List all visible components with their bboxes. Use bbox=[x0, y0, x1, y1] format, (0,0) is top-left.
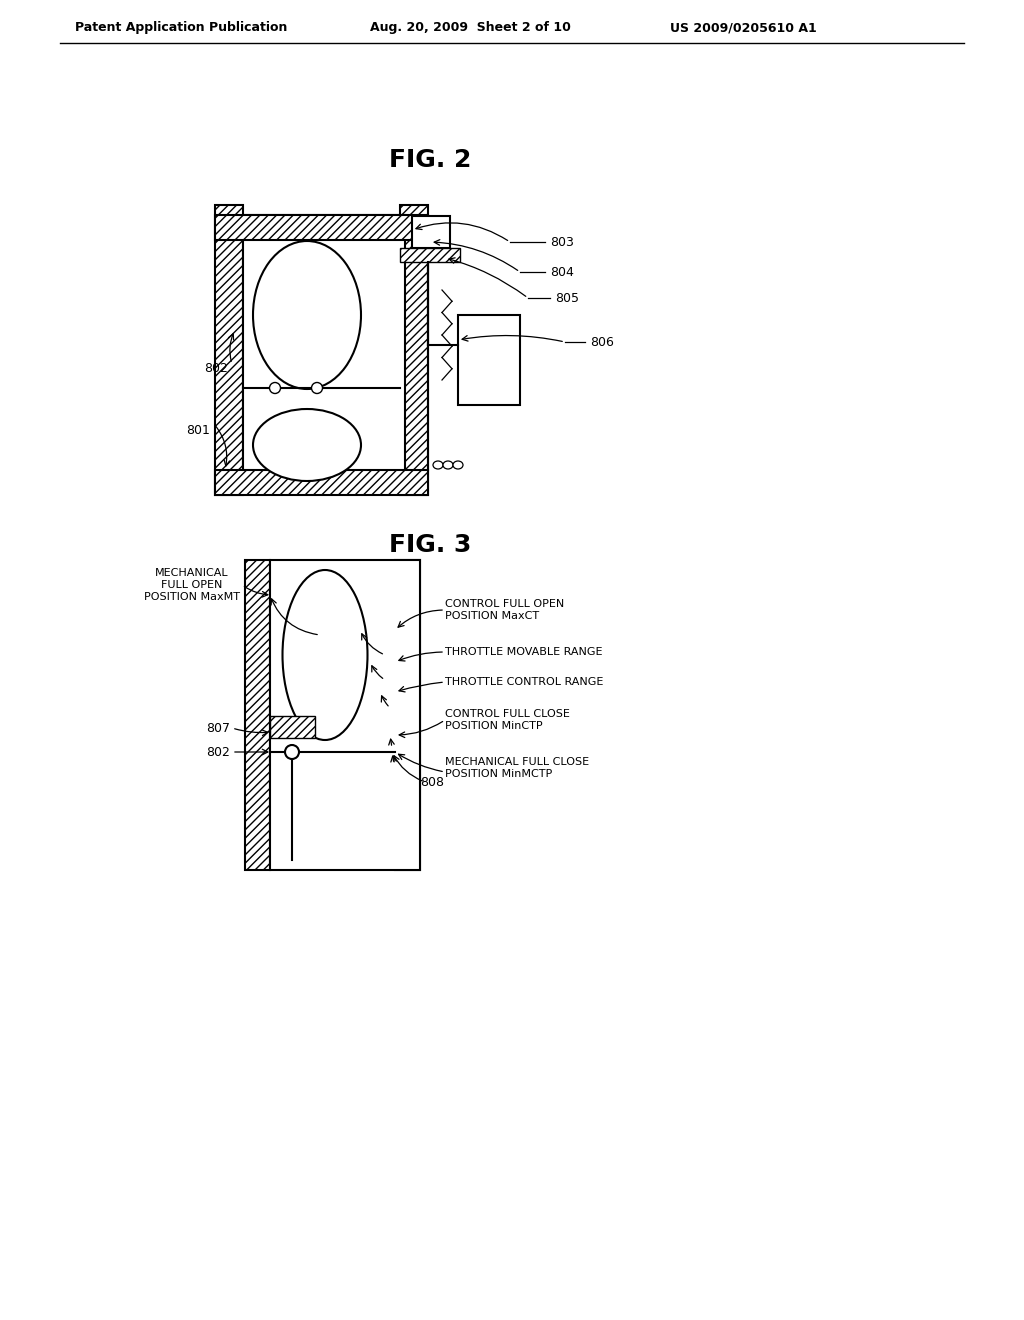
Bar bbox=[270, 560, 420, 870]
Bar bbox=[395, 560, 420, 870]
Text: MECHANICAL FULL CLOSE
POSITION MinMCTP: MECHANICAL FULL CLOSE POSITION MinMCTP bbox=[445, 758, 589, 779]
Text: 801: 801 bbox=[186, 424, 210, 437]
Bar bbox=[400, 248, 460, 261]
Text: FIG. 3: FIG. 3 bbox=[389, 533, 471, 557]
Text: 804: 804 bbox=[550, 265, 573, 279]
Ellipse shape bbox=[283, 570, 368, 741]
Text: 802: 802 bbox=[204, 362, 228, 375]
Bar bbox=[400, 205, 428, 495]
Ellipse shape bbox=[285, 744, 299, 759]
Bar bbox=[458, 315, 520, 405]
Ellipse shape bbox=[453, 461, 463, 469]
Text: US 2009/0205610 A1: US 2009/0205610 A1 bbox=[670, 21, 817, 34]
Bar bbox=[243, 215, 406, 484]
Text: CONTROL FULL CLOSE
POSITION MinCTP: CONTROL FULL CLOSE POSITION MinCTP bbox=[445, 709, 570, 731]
Text: 802: 802 bbox=[206, 746, 230, 759]
Text: Patent Application Publication: Patent Application Publication bbox=[75, 21, 288, 34]
Text: 807: 807 bbox=[206, 722, 230, 734]
Text: 805: 805 bbox=[555, 292, 579, 305]
Text: 806: 806 bbox=[590, 335, 613, 348]
Ellipse shape bbox=[253, 409, 361, 480]
Bar bbox=[215, 205, 243, 495]
Ellipse shape bbox=[433, 461, 443, 469]
Text: Aug. 20, 2009  Sheet 2 of 10: Aug. 20, 2009 Sheet 2 of 10 bbox=[370, 21, 570, 34]
Bar bbox=[245, 560, 270, 870]
Text: THROTTLE CONTROL RANGE: THROTTLE CONTROL RANGE bbox=[445, 677, 603, 686]
Text: THROTTLE MOVABLE RANGE: THROTTLE MOVABLE RANGE bbox=[445, 647, 602, 657]
Ellipse shape bbox=[443, 461, 453, 469]
Bar bbox=[412, 216, 450, 248]
Bar bbox=[215, 470, 428, 495]
Text: MECHANICAL
FULL OPEN
POSITION MaxMT: MECHANICAL FULL OPEN POSITION MaxMT bbox=[144, 569, 240, 602]
Text: CONTROL FULL OPEN
POSITION MaxCT: CONTROL FULL OPEN POSITION MaxCT bbox=[445, 599, 564, 620]
Ellipse shape bbox=[269, 383, 281, 393]
Bar bbox=[215, 215, 428, 240]
Text: 808: 808 bbox=[420, 776, 444, 788]
Ellipse shape bbox=[311, 383, 323, 393]
Bar bbox=[270, 715, 315, 738]
Ellipse shape bbox=[253, 242, 361, 389]
Text: FIG. 2: FIG. 2 bbox=[389, 148, 471, 172]
Text: 803: 803 bbox=[550, 235, 573, 248]
